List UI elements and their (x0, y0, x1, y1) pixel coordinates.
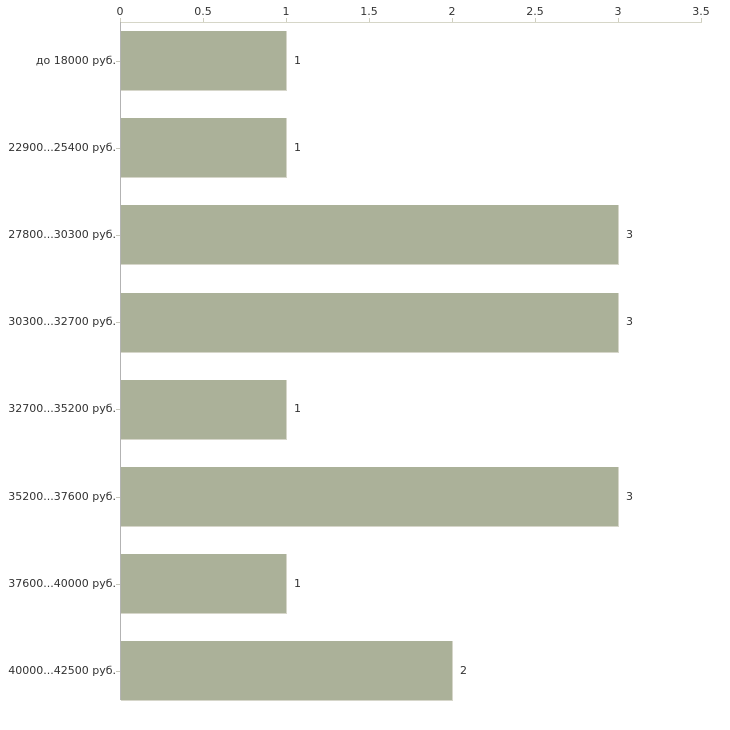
x-axis-tick (452, 18, 453, 22)
bar (121, 118, 287, 179)
category-label: 40000...42500 руб. (8, 663, 116, 677)
category-label: 30300...32700 руб. (8, 315, 116, 329)
category-label: 35200...37600 руб. (8, 489, 116, 503)
x-axis-tick (369, 18, 370, 22)
value-label: 3 (626, 315, 633, 329)
bar (121, 205, 619, 266)
category-tick (116, 409, 120, 411)
value-label: 1 (294, 576, 301, 590)
category-tick (116, 234, 120, 236)
x-tick-label: 1 (282, 5, 290, 18)
value-label: 1 (294, 53, 301, 67)
x-axis-tick (535, 18, 536, 22)
category-tick (116, 60, 120, 62)
x-tick-label: 3 (614, 5, 622, 18)
bar (121, 379, 287, 440)
x-axis-tick (286, 18, 287, 22)
value-label: 3 (626, 227, 633, 241)
x-axis-tick (701, 18, 702, 22)
x-axis-tick (618, 18, 619, 22)
value-label: 3 (626, 489, 633, 503)
x-axis-tick (120, 18, 121, 22)
category-label: 27800...30300 руб. (8, 227, 116, 241)
bar (121, 31, 287, 91)
category-tick (116, 583, 120, 585)
value-label: 1 (294, 402, 301, 416)
x-tick-label: 1.5 (360, 5, 378, 18)
bar (121, 467, 619, 527)
value-label: 1 (294, 140, 301, 154)
x-tick-label: 2.5 (526, 5, 544, 18)
category-tick (116, 670, 120, 672)
x-axis-line (120, 22, 702, 23)
bar (121, 292, 619, 353)
category-tick (116, 496, 120, 498)
x-tick-label: 0 (116, 5, 124, 18)
category-tick (116, 147, 120, 149)
category-label: 22900...25400 руб. (8, 140, 116, 154)
x-axis-tick (203, 18, 204, 22)
x-tick-label: 2 (448, 5, 456, 18)
category-label: до 18000 руб. (35, 53, 116, 67)
category-tick (116, 322, 120, 324)
x-tick-label: 0.5 (194, 5, 212, 18)
category-label: 37600...40000 руб. (8, 576, 116, 590)
bar (121, 554, 287, 615)
x-tick-label: 3.5 (692, 5, 710, 18)
value-label: 2 (460, 663, 467, 677)
category-label: 32700...35200 руб. (8, 402, 116, 416)
bar (121, 641, 453, 702)
y-axis-line (120, 22, 121, 701)
